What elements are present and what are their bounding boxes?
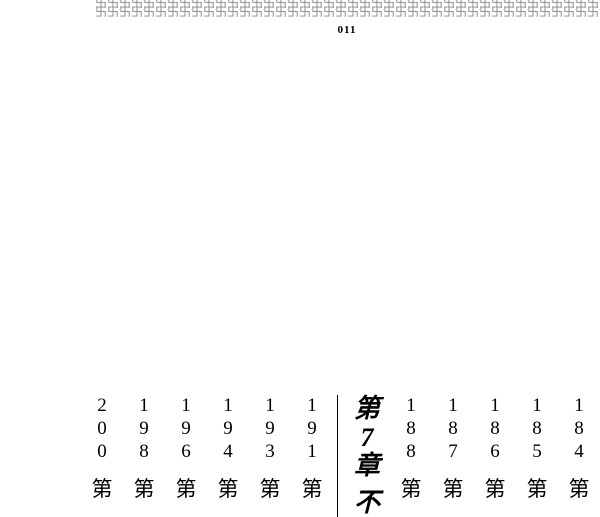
chapter-heading: 第 7 章 不 (337, 395, 390, 517)
toc-col: 1 8 7 第 (432, 395, 474, 503)
digit: 2 (97, 395, 107, 418)
entry-char: 第 (92, 477, 113, 502)
digit: 8 (406, 418, 416, 441)
digit: 4 (574, 441, 584, 464)
entry-char: 第 (302, 477, 323, 502)
chapter-char: 章 (354, 452, 380, 481)
toc-columns: 1 8 4 第 1 8 5 第 1 8 6 第 1 8 7 第 1 8 8 第 … (60, 395, 600, 517)
digit: 9 (265, 418, 275, 441)
digit: 4 (223, 441, 233, 464)
digit: 0 (97, 418, 107, 441)
toc-col: 1 9 4 第 (207, 395, 249, 503)
entry-char: 第 (443, 477, 464, 502)
digit: 1 (490, 395, 500, 418)
digit: 9 (181, 418, 191, 441)
toc-col: 1 8 8 第 (390, 395, 432, 503)
toc-col: 1 8 4 第 (558, 395, 600, 503)
digit: 0 (97, 441, 107, 464)
digit: 1 (574, 395, 584, 418)
digit: 8 (448, 418, 458, 441)
digit: 1 (265, 395, 275, 418)
toc-col: 1 9 8 第 (123, 395, 165, 503)
toc-col: 1 9 6 第 (165, 395, 207, 503)
digit: 1 (181, 395, 191, 418)
entry-char: 第 (176, 477, 197, 502)
digit: 1 (448, 395, 458, 418)
entry-char: 第 (485, 477, 506, 502)
digit: 1 (139, 395, 149, 418)
digit: 9 (223, 418, 233, 441)
digit: 5 (532, 441, 542, 464)
chapter-number: 7 (361, 424, 374, 453)
digit: 9 (307, 418, 317, 441)
entry-char: 第 (260, 477, 281, 502)
toc-col: 1 8 5 第 (516, 395, 558, 503)
entry-char: 第 (527, 477, 548, 502)
entry-char: 第 (401, 477, 422, 502)
entry-char: 第 (569, 477, 590, 502)
toc-col: 1 9 1 第 (291, 395, 333, 503)
digit: 9 (139, 418, 149, 441)
digit: 3 (265, 441, 275, 464)
digit: 8 (490, 418, 500, 441)
toc-col: 1 8 6 第 (474, 395, 516, 503)
digit: 8 (574, 418, 584, 441)
digit: 8 (532, 418, 542, 441)
digit: 8 (406, 441, 416, 464)
digit: 1 (307, 441, 317, 464)
entry-char: 第 (218, 477, 239, 502)
digit: 1 (307, 395, 317, 418)
digit: 1 (532, 395, 542, 418)
digit: 1 (406, 395, 416, 418)
digit: 7 (448, 441, 458, 464)
chapter-char: 第 (354, 395, 380, 424)
digit: 8 (139, 441, 149, 464)
digit: 6 (181, 441, 191, 464)
entry-char: 第 (134, 477, 155, 502)
decorative-border: 卐卐卐卐卐卐卐卐卐卐卐卐卐卐卐卐卐卐卐卐卐卐卐卐卐卐卐卐卐卐卐卐卐卐卐卐卐卐卐卐… (95, 0, 599, 18)
border-row: 卐卐卐卐卐卐卐卐卐卐卐卐卐卐卐卐卐卐卐卐卐卐卐卐卐卐卐卐卐卐卐卐卐卐卐卐卐卐卐卐… (95, 9, 599, 18)
chapter-char: 不 (354, 489, 380, 517)
page-number: 011 (95, 24, 599, 36)
digit: 6 (490, 441, 500, 464)
digit: 1 (223, 395, 233, 418)
toc-col: 2 0 0 第 (81, 395, 123, 503)
toc-col: 1 9 3 第 (249, 395, 291, 503)
